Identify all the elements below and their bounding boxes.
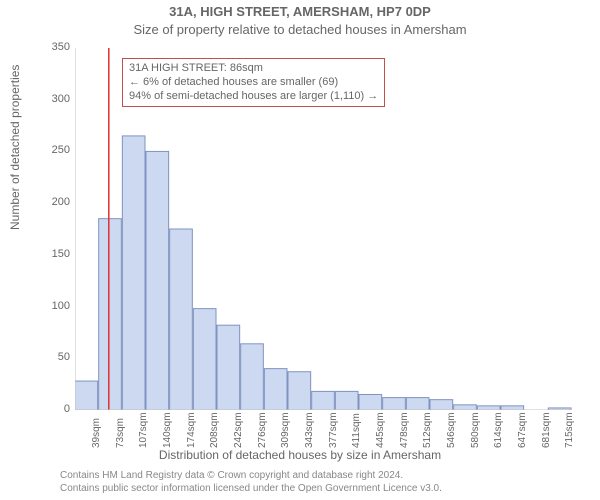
x-tick: 73sqm: [115, 418, 126, 448]
page-subtitle: Size of property relative to detached ho…: [0, 22, 600, 37]
x-tick: 174sqm: [186, 412, 197, 448]
x-tick: 478sqm: [399, 412, 410, 448]
x-tick: 107sqm: [138, 412, 149, 448]
x-tick: 309sqm: [280, 412, 291, 448]
y-tick: 250: [30, 144, 70, 156]
chart-container: 31A, HIGH STREET, AMERSHAM, HP7 0DP Size…: [0, 0, 600, 500]
y-tick: 350: [30, 41, 70, 53]
x-tick: 715sqm: [564, 412, 575, 448]
x-tick: 411sqm: [351, 413, 362, 448]
annotation-line: 31A HIGH STREET: 86sqm: [129, 62, 378, 76]
x-tick: 681sqm: [541, 412, 552, 448]
x-tick: 343sqm: [304, 412, 315, 448]
x-tick: 39sqm: [91, 418, 102, 448]
x-tick: 580sqm: [470, 412, 481, 448]
annotation-box: 31A HIGH STREET: 86sqm ← 6% of detached …: [122, 58, 385, 107]
x-tick: 140sqm: [162, 412, 173, 448]
y-axis-label: Number of detached properties: [8, 65, 22, 230]
y-tick: 0: [30, 403, 70, 415]
footer-line: Contains HM Land Registry data © Crown c…: [60, 470, 590, 481]
x-tick: 208sqm: [209, 412, 220, 448]
x-tick: 276sqm: [257, 412, 268, 448]
y-tick: 300: [30, 93, 70, 105]
x-axis-label: Distribution of detached houses by size …: [0, 448, 600, 462]
x-tick: 647sqm: [517, 412, 528, 448]
page-title: 31A, HIGH STREET, AMERSHAM, HP7 0DP: [0, 4, 600, 19]
x-tick: 512sqm: [422, 412, 433, 448]
y-tick: 100: [30, 300, 70, 312]
y-tick: 150: [30, 248, 70, 260]
x-tick: 445sqm: [375, 412, 386, 448]
y-tick: 200: [30, 196, 70, 208]
footer-line: Contains public sector information licen…: [60, 483, 590, 494]
annotation-line: 94% of semi-detached houses are larger (…: [129, 90, 378, 104]
x-tick: 242sqm: [233, 412, 244, 448]
x-tick: 377sqm: [328, 412, 339, 448]
x-tick: 614sqm: [493, 412, 504, 448]
annotation-line: ← 6% of detached houses are smaller (69): [129, 76, 378, 90]
y-tick: 50: [30, 351, 70, 363]
x-tick: 546sqm: [446, 412, 457, 448]
